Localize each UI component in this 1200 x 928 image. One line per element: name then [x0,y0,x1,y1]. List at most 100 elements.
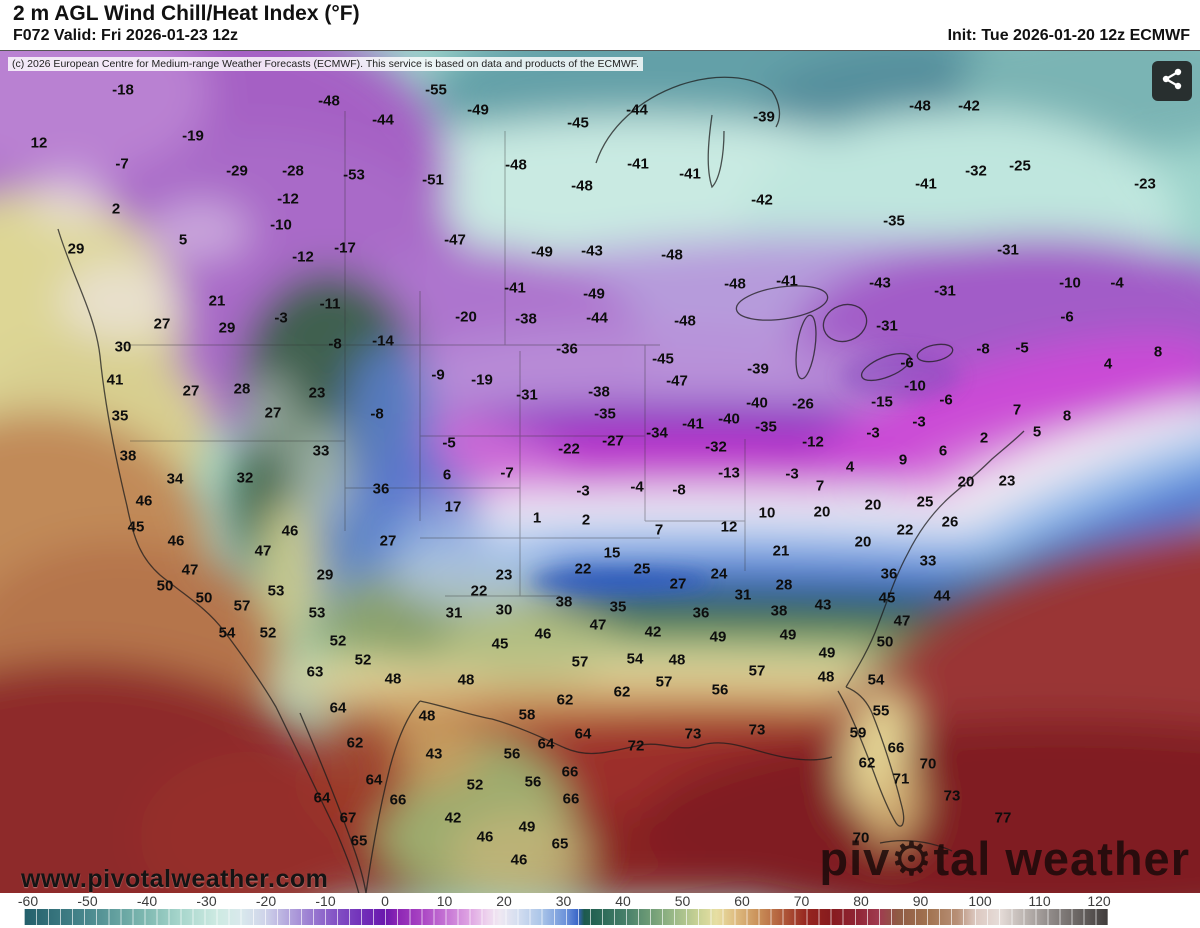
temp-label: -15 [871,393,893,411]
watermark: www.pivotalweather.com [21,865,329,893]
temp-label: -49 [531,243,553,261]
temp-label: 5 [1032,423,1042,441]
temp-label: 25 [633,560,651,578]
temp-label: 29 [218,319,236,337]
temp-label: -22 [558,440,580,458]
temp-label: 52 [466,776,484,794]
temp-label: 46 [135,492,153,510]
temp-label: 50 [156,577,174,595]
temp-label: 50 [876,633,894,651]
temp-label: -3 [576,482,590,500]
temp-label: 17 [444,498,462,516]
temp-label: -51 [422,171,444,189]
temp-label: 2 [111,200,121,218]
temp-label: 43 [425,745,443,763]
temp-label: 57 [571,653,589,671]
temp-label: -47 [666,372,688,390]
colorbar-tick: -10 [315,893,336,909]
temp-label: -18 [112,81,134,99]
temp-label: -17 [334,239,356,257]
temp-label: 30 [114,338,132,356]
temp-label: 7 [654,521,664,539]
temp-label: 56 [524,773,542,791]
temp-label: -31 [516,386,538,404]
weather-map-canvas [0,51,1200,894]
temp-label: 73 [943,787,961,805]
temp-label: 54 [218,624,236,642]
temp-label: 2 [581,511,591,529]
temp-label: 66 [887,739,905,757]
temp-label: 20 [957,473,975,491]
temp-label: -14 [372,332,394,350]
colorbar-tick: 30 [555,893,572,909]
temp-label: 46 [167,532,185,550]
temp-label: 66 [561,763,579,781]
temp-label: 58 [518,706,536,724]
temp-label: -42 [751,191,773,209]
temp-label: 34 [166,470,184,488]
temp-label: -11 [319,295,341,313]
weather-map[interactable]: (c) 2026 European Centre for Medium-rang… [0,50,1200,894]
temp-label: 29 [67,240,85,258]
colorbar-tick-row: -60 -50 -40 -30 -20 -10 0 10 20 30 40 50 60 70 80 90 100… [0,893,1200,909]
pivotal-weather-logo: piv⚙tal weather [819,835,1190,882]
temp-label: 24 [710,565,728,583]
temp-label: 23 [495,566,513,584]
temp-label: 36 [372,480,390,498]
temp-label: 49 [779,626,797,644]
temp-label: -49 [467,101,489,119]
temp-label: 48 [418,707,436,725]
temp-label: 42 [444,809,462,827]
share-button[interactable] [1152,61,1192,101]
temp-label: 20 [813,503,831,521]
temp-label: 64 [365,771,383,789]
temp-label: -6 [1060,308,1074,326]
temp-label: 49 [518,818,536,836]
temp-label: 65 [350,832,368,850]
temp-label: 54 [626,650,644,668]
temp-label: 47 [254,542,272,560]
temp-label: 70 [919,755,937,773]
temp-label: -29 [226,162,248,180]
colorbar-tick: -30 [196,893,217,909]
colorbar-tick: 120 [1087,893,1111,909]
temp-label: -25 [1009,157,1031,175]
temp-label: -45 [652,350,674,368]
temp-label: 44 [933,587,951,605]
temp-label: 27 [153,315,171,333]
temp-label: -48 [724,275,746,293]
temp-label: 54 [867,671,885,689]
temp-label: 73 [748,721,766,739]
temp-label: -48 [909,97,931,115]
temp-label: 15 [603,544,621,562]
temp-label: 41 [106,371,124,389]
temp-label: -40 [718,410,740,428]
temp-label: -9 [431,366,445,384]
colorbar-tick: 80 [853,893,869,909]
logo-text-right: tal weather [933,832,1190,885]
temp-label: 72 [627,737,645,755]
temp-label: -10 [904,377,926,395]
temp-label: 62 [556,691,574,709]
temp-label: 56 [711,681,729,699]
temp-label: 45 [878,589,896,607]
temp-label: -41 [776,272,798,290]
temp-label: 27 [264,404,282,422]
temp-label: 47 [589,616,607,634]
temp-label: 6 [938,442,948,460]
temp-label: -31 [876,317,898,335]
colorbar-segments-overlay [24,909,1108,925]
temp-label: 66 [389,791,407,809]
temp-label: -3 [912,413,926,431]
temp-label: 38 [555,593,573,611]
colorbar-tick: -20 [255,893,277,909]
temp-label: 52 [354,651,372,669]
temp-label: -41 [627,155,649,173]
temp-label: 57 [655,673,673,691]
temp-label: 27 [669,575,687,593]
temp-label: 48 [457,671,475,689]
temp-label: 62 [858,754,876,772]
temp-label: 55 [872,702,890,720]
temp-label: -32 [705,438,727,456]
